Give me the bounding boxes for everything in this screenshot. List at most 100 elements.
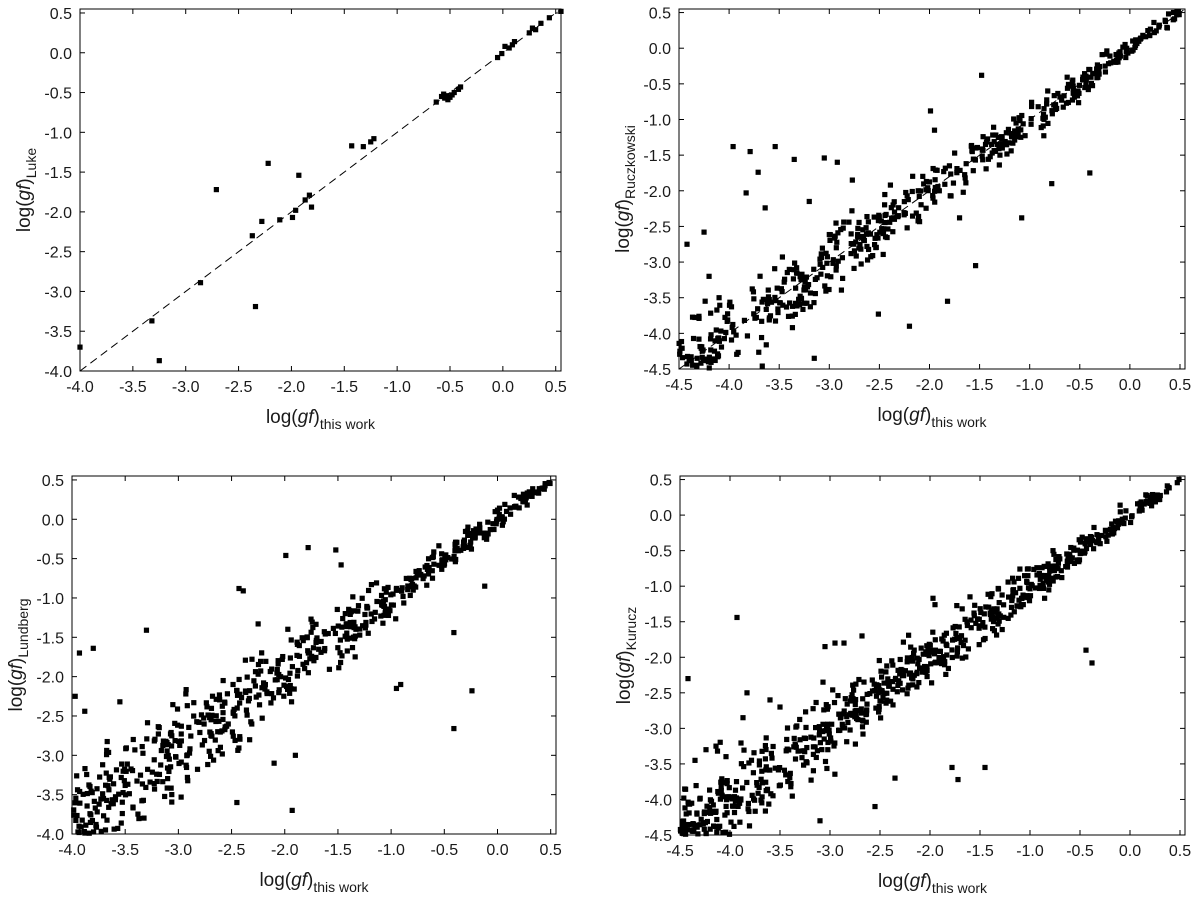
data-point — [1065, 99, 1071, 106]
data-point — [830, 687, 836, 693]
data-point — [151, 757, 157, 763]
y-tick-label: -3.5 — [44, 324, 72, 341]
data-point — [759, 800, 765, 806]
data-point — [772, 266, 778, 272]
data-point — [1004, 151, 1010, 157]
data-point — [923, 205, 929, 211]
data-point — [285, 676, 292, 683]
data-point — [698, 360, 704, 366]
data-point — [915, 213, 922, 220]
data-point — [996, 146, 1002, 152]
data-point — [909, 188, 915, 195]
y-tick-label: -1.0 — [44, 125, 72, 142]
data-point — [140, 750, 146, 756]
x-tick-label: -4.5 — [665, 377, 693, 394]
data-point — [275, 661, 281, 667]
data-point — [1069, 79, 1075, 85]
data-point — [445, 554, 451, 561]
data-point — [1079, 77, 1086, 83]
data-point — [949, 764, 955, 771]
data-point — [349, 645, 356, 651]
data-point — [1060, 104, 1066, 110]
data-point — [1045, 88, 1051, 94]
data-point — [890, 686, 896, 692]
data-point — [124, 761, 130, 767]
data-point — [987, 611, 993, 618]
data-point — [811, 300, 817, 306]
data-point — [738, 796, 744, 802]
data-point — [1068, 544, 1074, 551]
data-point — [973, 620, 979, 626]
data-point — [708, 347, 714, 353]
data-point — [750, 770, 756, 776]
data-point — [173, 754, 179, 760]
data-point — [871, 242, 878, 248]
data-point — [260, 680, 267, 686]
data-point — [925, 185, 931, 191]
data-point — [477, 525, 483, 531]
data-point — [801, 284, 808, 290]
data-point — [763, 342, 769, 348]
data-point — [1025, 573, 1031, 579]
axes-frame — [679, 475, 1186, 836]
data-point — [1012, 134, 1018, 140]
data-point — [457, 84, 464, 90]
data-point — [439, 551, 445, 557]
data-point — [775, 306, 781, 312]
data-point — [451, 89, 457, 96]
data-point — [995, 611, 1001, 617]
data-point — [745, 806, 751, 812]
x-tick-label: 0.5 — [545, 379, 567, 396]
data-point — [950, 180, 957, 186]
y-tick-label: -3.5 — [36, 788, 64, 805]
y-tick-label: -0.5 — [36, 552, 64, 569]
data-point — [1098, 532, 1105, 539]
data-point — [880, 229, 887, 235]
data-point — [980, 157, 986, 163]
data-point — [879, 674, 885, 680]
data-point — [96, 801, 102, 807]
data-point — [687, 801, 693, 807]
data-point — [841, 640, 847, 646]
data-point — [326, 666, 333, 672]
data-point — [904, 193, 910, 199]
data-point — [844, 714, 850, 720]
data-point — [305, 545, 311, 551]
data-point — [864, 243, 870, 250]
data-point — [835, 230, 841, 236]
data-point — [325, 630, 331, 637]
data-point — [183, 691, 189, 697]
data-point — [178, 723, 184, 729]
data-point — [808, 734, 814, 740]
data-point — [876, 657, 882, 664]
data-point — [1165, 11, 1172, 17]
data-point — [280, 653, 286, 660]
data-point — [813, 754, 819, 761]
data-point — [1114, 525, 1121, 531]
data-point — [213, 718, 219, 725]
data-point — [746, 808, 752, 815]
data-point — [357, 632, 363, 638]
y-tick-label: 0.0 — [50, 46, 72, 63]
data-point — [793, 724, 799, 730]
data-point — [1017, 566, 1023, 572]
data-point — [1151, 19, 1157, 26]
data-point — [823, 288, 829, 294]
data-point — [139, 743, 145, 750]
data-point — [949, 654, 955, 661]
data-point — [490, 521, 496, 527]
data-point — [872, 235, 878, 241]
x-axis-label: log(gf)this work — [266, 407, 376, 432]
data-point — [852, 708, 858, 714]
data-point — [954, 649, 960, 655]
data-point — [813, 724, 819, 731]
data-point — [864, 701, 870, 707]
data-point — [774, 285, 780, 291]
data-point — [997, 613, 1003, 619]
data-point — [337, 659, 344, 666]
data-point — [959, 655, 965, 661]
data-point — [1057, 94, 1063, 100]
data-point — [848, 710, 854, 716]
data-point — [265, 160, 271, 166]
data-point — [1079, 534, 1085, 540]
